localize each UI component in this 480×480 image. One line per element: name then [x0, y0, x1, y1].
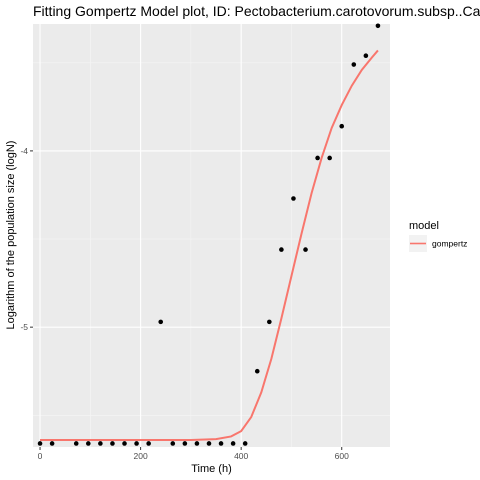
plot-panel	[33, 24, 390, 447]
data-point	[327, 155, 332, 161]
x-tick-label: 200	[134, 451, 148, 461]
data-point	[363, 53, 369, 59]
data-point	[49, 441, 55, 446]
data-point	[110, 441, 115, 446]
grid-major	[33, 24, 390, 447]
data-point	[37, 441, 43, 446]
data-point	[73, 441, 79, 446]
data-point	[315, 155, 320, 161]
legend: model gompertz	[409, 220, 467, 252]
data-point	[254, 368, 260, 374]
x-axis-title: Time (h)	[191, 463, 232, 475]
data-point	[122, 441, 127, 446]
y-axis-ticks: -5 -4	[20, 146, 33, 332]
data-point	[86, 441, 91, 446]
data-point	[230, 441, 236, 446]
fit-line-layer	[40, 49, 379, 441]
data-point	[206, 441, 212, 446]
data-point	[146, 441, 151, 446]
x-axis-ticks: 0 200 400 600	[38, 447, 349, 461]
data-point	[291, 196, 296, 201]
data-point	[303, 247, 308, 252]
fit-line-gompertz	[40, 49, 379, 441]
legend-title: model	[409, 220, 439, 232]
data-point	[242, 441, 248, 446]
data-point	[218, 441, 224, 446]
data-point	[98, 441, 103, 446]
chart-title: Fitting Gompertz Model plot, ID: Pectoba…	[33, 3, 480, 19]
data-point	[134, 441, 139, 446]
data-point	[194, 441, 200, 446]
data-point	[339, 123, 345, 129]
grid-minor	[33, 24, 390, 447]
x-tick-label: 0	[38, 451, 43, 461]
y-tick-label: -5	[20, 322, 28, 332]
data-point	[182, 441, 188, 446]
x-tick-label: 600	[335, 451, 349, 461]
data-point	[375, 23, 381, 29]
points-layer	[37, 23, 381, 446]
data-point	[351, 62, 357, 67]
legend-label-gompertz: gompertz	[432, 239, 467, 249]
data-point	[267, 319, 272, 325]
x-tick-label: 400	[234, 451, 248, 461]
data-point	[158, 319, 164, 325]
data-point	[279, 247, 284, 252]
data-point	[170, 441, 176, 446]
y-axis-title: Logarithm of the population size (logN)	[5, 141, 17, 330]
y-tick-label: -4	[20, 146, 28, 156]
